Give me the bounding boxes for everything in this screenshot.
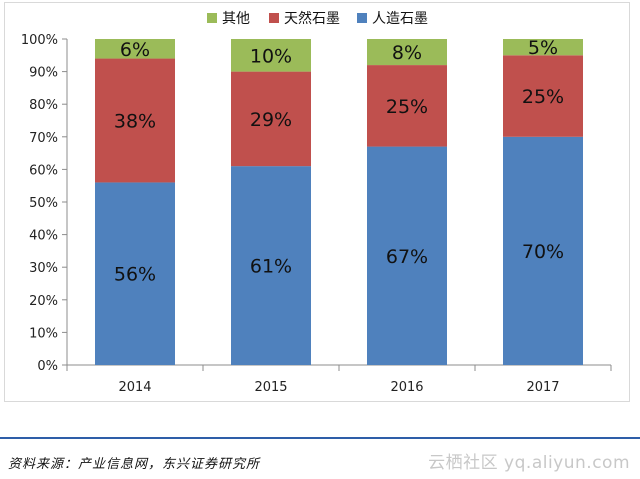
legend-swatch [269,13,279,23]
data-label: 25% [522,86,564,108]
data-label: 8% [392,42,422,64]
y-tick-label: 70% [29,131,58,146]
y-tick-label: 20% [29,294,58,309]
bar-segment [367,65,447,147]
y-tick-label: 50% [29,196,58,211]
legend-label: 其他 [222,11,250,27]
bar-segment [231,166,311,365]
legend-swatch [357,13,367,23]
bar-segment [95,39,175,59]
data-label: 5% [528,37,558,59]
y-tick-label: 10% [29,326,58,341]
data-label: 70% [522,241,564,263]
stacked-bar-chart: 0% 10% 20% 30% 40% 50% 60% 70% 80% 90% 100% 56% 38% 6… [21,10,612,395]
legend-label: 人造石墨 [372,11,428,27]
x-tick-label: 2017 [526,380,559,395]
data-label: 10% [250,45,292,67]
x-tick-label: 2016 [390,380,423,395]
legend-swatch [207,13,217,23]
y-tick-label: 80% [29,98,58,113]
bar-segment [231,71,311,167]
watermark: 云栖社区 yq.aliyun.com [428,453,630,473]
data-label: 56% [114,264,156,286]
source-note: 资料来源：产业信息网，东兴证券研究所 [8,457,261,472]
data-label: 25% [386,96,428,118]
y-tick-label: 40% [29,229,58,244]
legend-label: 天然石墨 [284,10,340,27]
bar-segment [95,58,175,183]
bar-segment [95,182,175,365]
data-label: 6% [120,39,150,61]
bar-segment [367,146,447,365]
data-label: 61% [250,256,292,278]
y-tick-label: 30% [29,261,58,276]
data-label: 38% [114,111,156,133]
data-label: 67% [386,246,428,268]
y-tick-label: 90% [29,66,58,81]
y-tick-label: 0% [37,359,58,374]
bar-segment [367,39,447,66]
bar-segment [503,39,583,56]
bar-segment [231,39,311,72]
chart-frame: 0% 10% 20% 30% 40% 50% 60% 70% 80% 90% 100% 56% 38% 6… [4,2,630,402]
y-tick-label: 100% [21,33,58,48]
y-tick-label: 60% [29,163,58,178]
bar-segment [503,136,583,365]
x-tick-label: 2014 [118,380,151,395]
bar-segment [503,55,583,137]
x-tick-label: 2015 [254,380,287,395]
divider-line [0,437,640,439]
data-label: 29% [250,109,292,131]
